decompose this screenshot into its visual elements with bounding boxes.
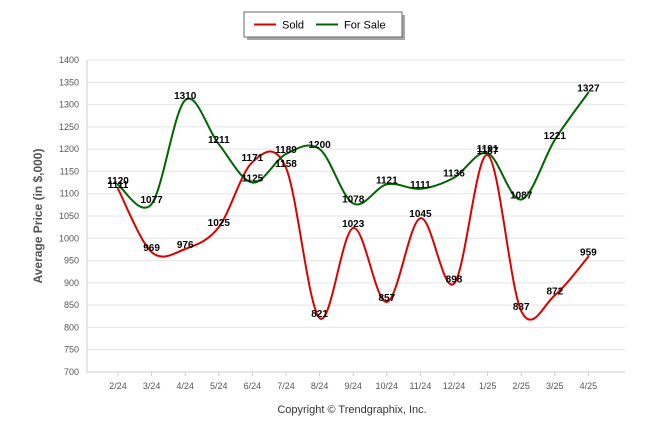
x-tick-label: 2/24 <box>109 381 127 391</box>
data-label-for-sale: 1310 <box>174 91 197 102</box>
y-tick-label: 1100 <box>60 189 79 199</box>
axes <box>86 60 625 373</box>
data-label-sold: 821 <box>311 309 328 320</box>
y-tick-label: 800 <box>64 322 79 332</box>
legend-label-sold: Sold <box>282 20 304 32</box>
y-tick-label: 1150 <box>60 166 79 176</box>
y-tick-label: 700 <box>64 367 79 377</box>
data-label-sold: 976 <box>177 240 194 251</box>
x-tick-label: 5/24 <box>210 381 228 391</box>
data-label-for-sale: 1087 <box>510 191 533 202</box>
x-tick-label: 4/25 <box>580 381 598 391</box>
data-label-sold: 959 <box>580 248 597 259</box>
x-tick-labels: 2/24 3/24 4/24 5/24 6/24 7/24 8/24 9/24 10/24 11/… <box>109 372 597 391</box>
x-tick-label: 8/24 <box>311 381 329 391</box>
data-label-for-sale: 1111 <box>410 180 431 191</box>
series-line-sold <box>117 150 590 321</box>
legend-label-for-sale: For Sale <box>344 20 386 32</box>
legend: Sold For Sale <box>243 11 405 40</box>
y-tick-label: 900 <box>64 278 79 288</box>
y-tick-label: 850 <box>64 300 79 310</box>
data-label-sold: 872 <box>546 286 563 297</box>
x-tick-label: 3/25 <box>546 381 564 391</box>
x-tick-label: 4/24 <box>176 381 194 391</box>
y-tick-label: 1050 <box>59 211 79 221</box>
y-tick-label: 1300 <box>59 100 79 110</box>
x-tick-label: 11/24 <box>409 381 431 391</box>
x-tick-label: 7/24 <box>277 381 295 391</box>
data-label-sold: 1187 <box>477 146 499 157</box>
data-label-sold: 1111 <box>108 180 129 191</box>
x-tick-label: 3/24 <box>143 381 161 391</box>
y-tick-labels: 700 750 800 850 900 950 1000 1050 1100 1150 1200 12… <box>59 55 79 377</box>
data-label-sold: 969 <box>143 243 160 254</box>
x-tick-label: 1/25 <box>479 381 497 391</box>
data-label-for-sale: 1221 <box>544 131 567 142</box>
data-labels: 1111 969 976 1025 1171 1158 821 1023 857 1045 898 1… <box>107 84 600 321</box>
data-label-for-sale: 1077 <box>140 195 163 206</box>
y-tick-label: 1250 <box>59 122 79 132</box>
data-label-sold: 1158 <box>275 159 297 170</box>
y-tick-label: 750 <box>64 345 79 355</box>
data-label-for-sale: 1211 <box>208 135 230 146</box>
data-label-for-sale: 1120 <box>107 176 129 187</box>
series-lines <box>117 91 590 321</box>
data-label-for-sale: 1189 <box>275 145 297 156</box>
data-label-for-sale: 1200 <box>308 140 331 151</box>
x-tick-label: 6/24 <box>244 381 262 391</box>
data-label-for-sale: 1327 <box>577 84 600 95</box>
y-tick-label: 1400 <box>59 55 79 65</box>
y-axis-title: Average Price (in $,000) <box>31 149 45 284</box>
y-tick-label: 950 <box>64 256 79 266</box>
data-label-for-sale: 1078 <box>342 195 365 206</box>
data-label-sold: 1171 <box>242 153 264 164</box>
data-label-for-sale: 1191 <box>477 144 499 155</box>
y-tick-label: 1000 <box>59 233 79 243</box>
data-label-sold: 1023 <box>342 219 365 230</box>
series-line-for-sale <box>117 91 590 209</box>
data-label-for-sale: 1125 <box>242 174 264 185</box>
x-tick-label: 12/24 <box>443 381 466 391</box>
x-tick-label: 10/24 <box>376 381 399 391</box>
data-label-for-sale: 1121 <box>376 175 398 186</box>
data-label-sold: 837 <box>513 302 530 313</box>
data-label-sold: 1045 <box>409 209 432 220</box>
x-tick-label: 9/24 <box>344 381 362 391</box>
data-label-sold: 898 <box>446 275 463 286</box>
data-label-sold: 857 <box>378 293 395 304</box>
y-tick-label: 1350 <box>59 77 79 87</box>
copyright-text: Copyright © Trendgraphix, Inc. <box>277 404 426 416</box>
x-tick-label: 2/25 <box>512 381 530 391</box>
y-tick-label: 1200 <box>59 144 79 154</box>
data-label-for-sale: 1136 <box>443 169 465 180</box>
data-label-sold: 1025 <box>208 218 231 229</box>
gridlines <box>87 59 625 373</box>
